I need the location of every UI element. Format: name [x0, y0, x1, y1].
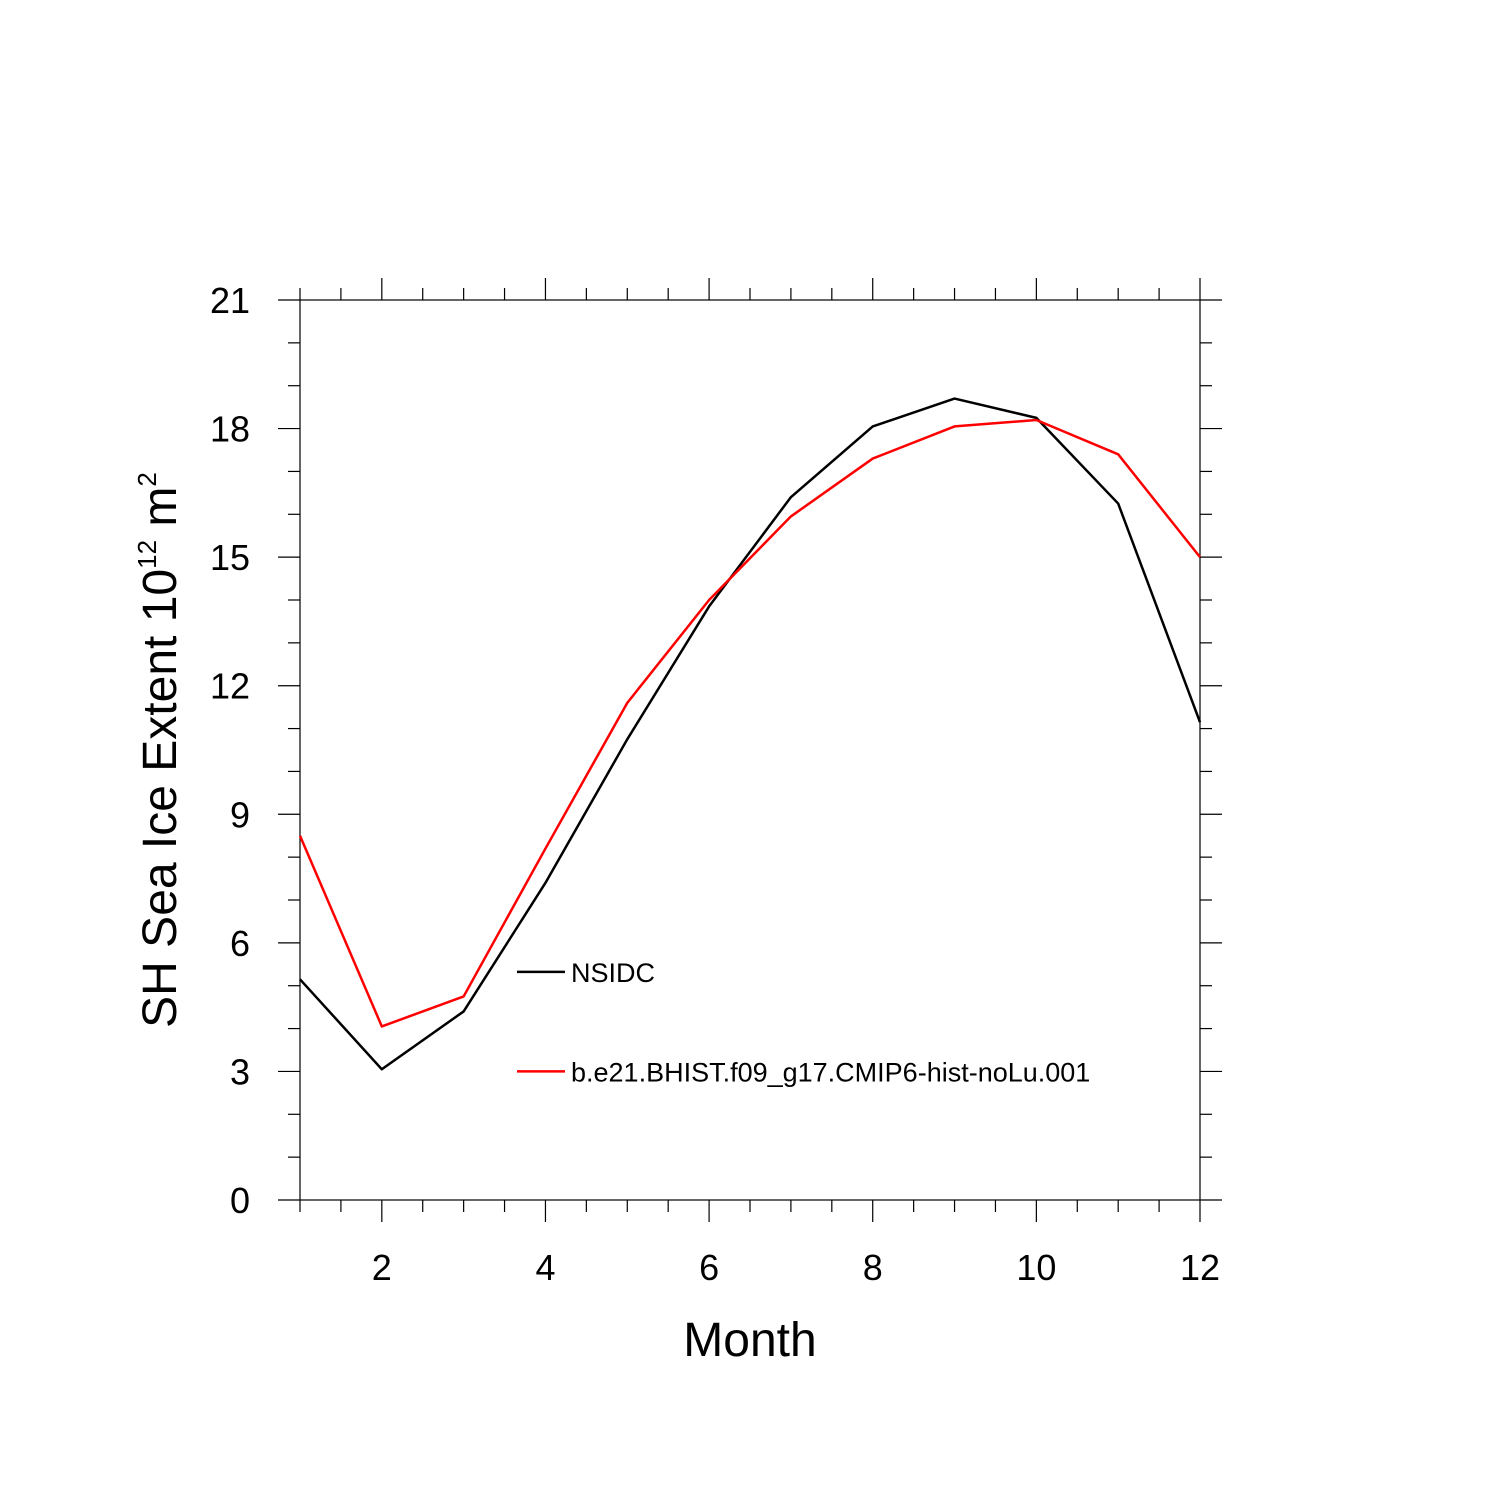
y-tick-label: 15: [210, 537, 250, 578]
y-axis-title-unit-exponent: 2: [132, 472, 162, 486]
y-tick-label: 18: [210, 409, 250, 450]
y-tick-label: 12: [210, 666, 250, 707]
series-line-nsidc: [299, 397, 1202, 1071]
y-axis-title-prefix: SH Sea Ice Extent 10: [134, 569, 187, 1028]
series-line-model: [298, 418, 1201, 1028]
series-lines: [298, 397, 1202, 1071]
x-tick-label: 2: [372, 1247, 392, 1288]
axis-ticks: [278, 278, 1222, 1222]
y-tick-label: 6: [230, 923, 250, 964]
y-tick-label: 21: [210, 280, 250, 321]
legend: NSIDC b.e21.BHIST.f09_g17.CMIP6-hist-noL…: [517, 958, 1090, 1087]
x-tick-label: 12: [1180, 1247, 1220, 1288]
x-tick-label: 6: [699, 1247, 719, 1288]
x-tick-label: 4: [535, 1247, 555, 1288]
axis-tick-labels: 2 4 6 8 10 12 0 3 6 9 12 15 18 21: [210, 280, 1220, 1288]
y-tick-label: 3: [230, 1051, 250, 1092]
y-tick-label: 9: [230, 794, 250, 835]
y-axis-title-exponent: 12: [132, 540, 162, 569]
x-tick-label: 8: [863, 1247, 883, 1288]
legend-label-nsidc: NSIDC: [571, 958, 655, 988]
y-tick-label: 0: [230, 1180, 250, 1221]
y-axis-title: SH Sea Ice Extent 1012 m2: [132, 472, 187, 1028]
x-tick-label: 10: [1016, 1247, 1056, 1288]
legend-label-model: b.e21.BHIST.f09_g17.CMIP6-hist-noLu.001: [571, 1057, 1090, 1087]
x-axis-title: Month: [683, 1314, 816, 1367]
y-axis-title-unit: m: [134, 487, 187, 540]
